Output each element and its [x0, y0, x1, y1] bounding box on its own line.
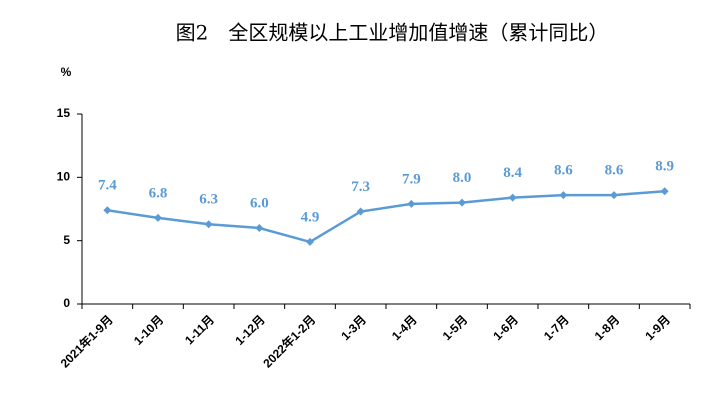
marker — [559, 191, 568, 200]
line — [107, 190, 665, 244]
x-tick-label: 1-9月 — [642, 312, 673, 343]
marker — [306, 237, 314, 246]
chart-title: 图2 全区规模以上工业增加值增速（累计同比） — [176, 21, 609, 45]
data-label: 7.3 — [351, 179, 370, 195]
x-tick-label: 1-10月 — [131, 312, 166, 347]
data-label: 6.8 — [149, 185, 168, 201]
y-axis-label: % — [61, 65, 72, 79]
x-tick-label: 1-3月 — [338, 312, 369, 343]
y-tick-label: 5 — [63, 233, 70, 247]
marker — [458, 198, 466, 207]
x-tick-label: 1-6月 — [490, 312, 521, 343]
y-tick-label: 10 — [57, 170, 71, 184]
marker — [103, 206, 112, 215]
data-label: 8.0 — [453, 170, 472, 186]
marker — [508, 193, 517, 202]
data-label: 7.4 — [98, 178, 117, 194]
x-tick-label: 1-11月 — [182, 312, 217, 347]
marker — [204, 220, 213, 229]
marker — [660, 187, 669, 196]
marker — [154, 213, 162, 222]
data-label: 7.9 — [402, 171, 421, 187]
data-label: 8.6 — [605, 163, 624, 179]
data-label: 8.6 — [554, 163, 573, 179]
x-tick-label: 1-12月 — [232, 312, 267, 347]
data-label: 8.9 — [655, 159, 674, 175]
y-tick-label: 0 — [63, 296, 70, 310]
marker — [356, 207, 365, 216]
x-tick-label: 2022年1-2月 — [260, 312, 319, 371]
data-label: 8.4 — [503, 165, 522, 181]
x-tick-label: 1-4月 — [389, 312, 420, 343]
x-tick-label: 1-5月 — [440, 312, 471, 343]
marker — [610, 191, 618, 200]
data-label: 4.9 — [301, 209, 320, 225]
x-tick-label: 1-7月 — [541, 312, 572, 343]
y-tick-label: 15 — [57, 106, 71, 120]
marker — [255, 224, 264, 232]
marker — [407, 199, 416, 208]
x-tick-label: 1-8月 — [592, 312, 623, 343]
data-label: 6.3 — [199, 192, 218, 208]
x-tick-label: 2021年1-9月 — [57, 312, 116, 371]
data-label: 6.0 — [250, 195, 269, 211]
